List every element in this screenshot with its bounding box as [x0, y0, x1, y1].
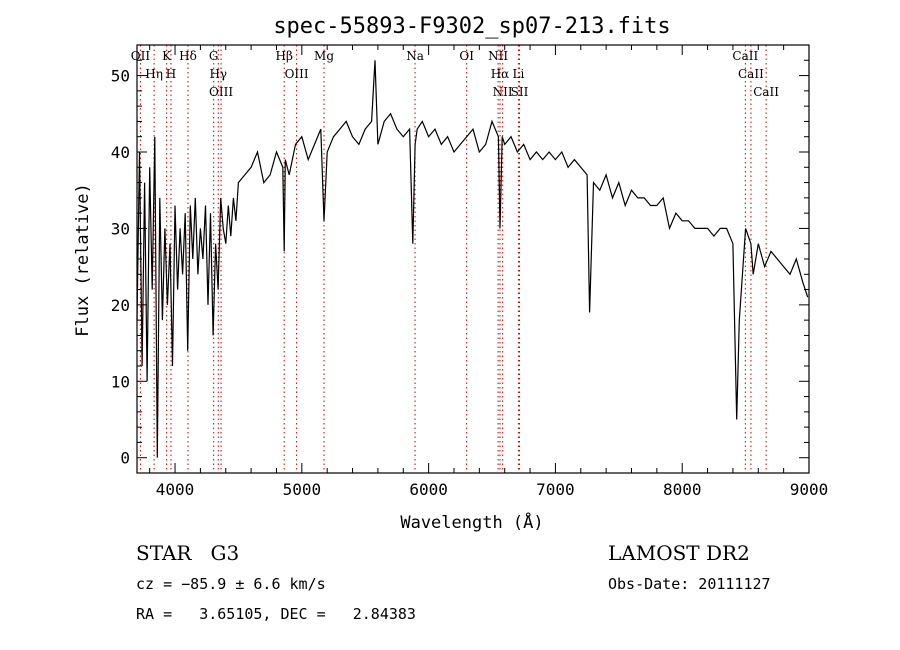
line-label: Na: [406, 49, 424, 63]
observation-date: Obs-Date: 20111127: [608, 575, 771, 593]
object-class: STAR G3: [136, 541, 240, 565]
line-label: Hδ: [179, 49, 197, 63]
line-label: OI: [459, 49, 474, 63]
y-tick-label: 30: [111, 219, 130, 238]
y-tick-label: 50: [111, 67, 130, 86]
line-label: Hη: [145, 67, 163, 81]
emission-line-markers: [139, 45, 767, 473]
spectrum-line: [136, 60, 809, 458]
chart-title: spec-55893-F9302_sp07-213.fits: [273, 14, 670, 39]
x-tick-label: 9000: [790, 480, 829, 499]
line-label: K: [162, 49, 172, 63]
redshift-velocity: cz = −85.9 ± 6.6 km/s: [136, 575, 326, 593]
line-label: OIII: [209, 85, 233, 99]
x-axis-label: Wavelength (Å): [400, 511, 543, 533]
x-tick-label: 6000: [409, 480, 448, 499]
y-axis-label: Flux (relative): [73, 183, 93, 337]
line-label: Hβ: [276, 49, 293, 63]
y-axis-ticks: 0 10 20 30 40 50: [111, 44, 809, 474]
line-label: OIII: [285, 67, 309, 81]
line-label: NII: [493, 85, 513, 99]
y-tick-label: 40: [111, 143, 130, 162]
object-subclass: G3: [210, 541, 240, 565]
line-label: Hγ: [209, 67, 227, 81]
line-label: SII: [511, 85, 529, 99]
survey-name: LAMOST DR2: [608, 541, 750, 565]
plot-frame: [136, 44, 810, 474]
x-tick-label: 7000: [536, 480, 575, 499]
line-label: CaII: [738, 67, 764, 81]
x-tick-label: 4000: [156, 480, 195, 499]
x-axis-ticks: 4000 5000 6000 7000 8000 9000: [149, 45, 829, 499]
line-label: Mg: [314, 49, 334, 63]
line-label: H: [166, 67, 176, 81]
x-tick-label: 5000: [283, 480, 322, 499]
line-label: OII: [131, 49, 151, 63]
y-tick-label: 20: [111, 296, 130, 315]
y-tick-label: 0: [120, 449, 130, 468]
y-tick-label: 10: [111, 372, 130, 391]
line-label: G: [209, 49, 219, 63]
coordinates: RA = 3.65105, DEC = 2.84383: [136, 605, 416, 623]
line-label: Hα: [491, 67, 510, 81]
line-label: Li: [512, 67, 524, 81]
line-label: CaII: [753, 85, 779, 99]
line-label: CaII: [732, 49, 758, 63]
line-label: NII: [488, 49, 508, 63]
x-tick-label: 8000: [663, 480, 702, 499]
